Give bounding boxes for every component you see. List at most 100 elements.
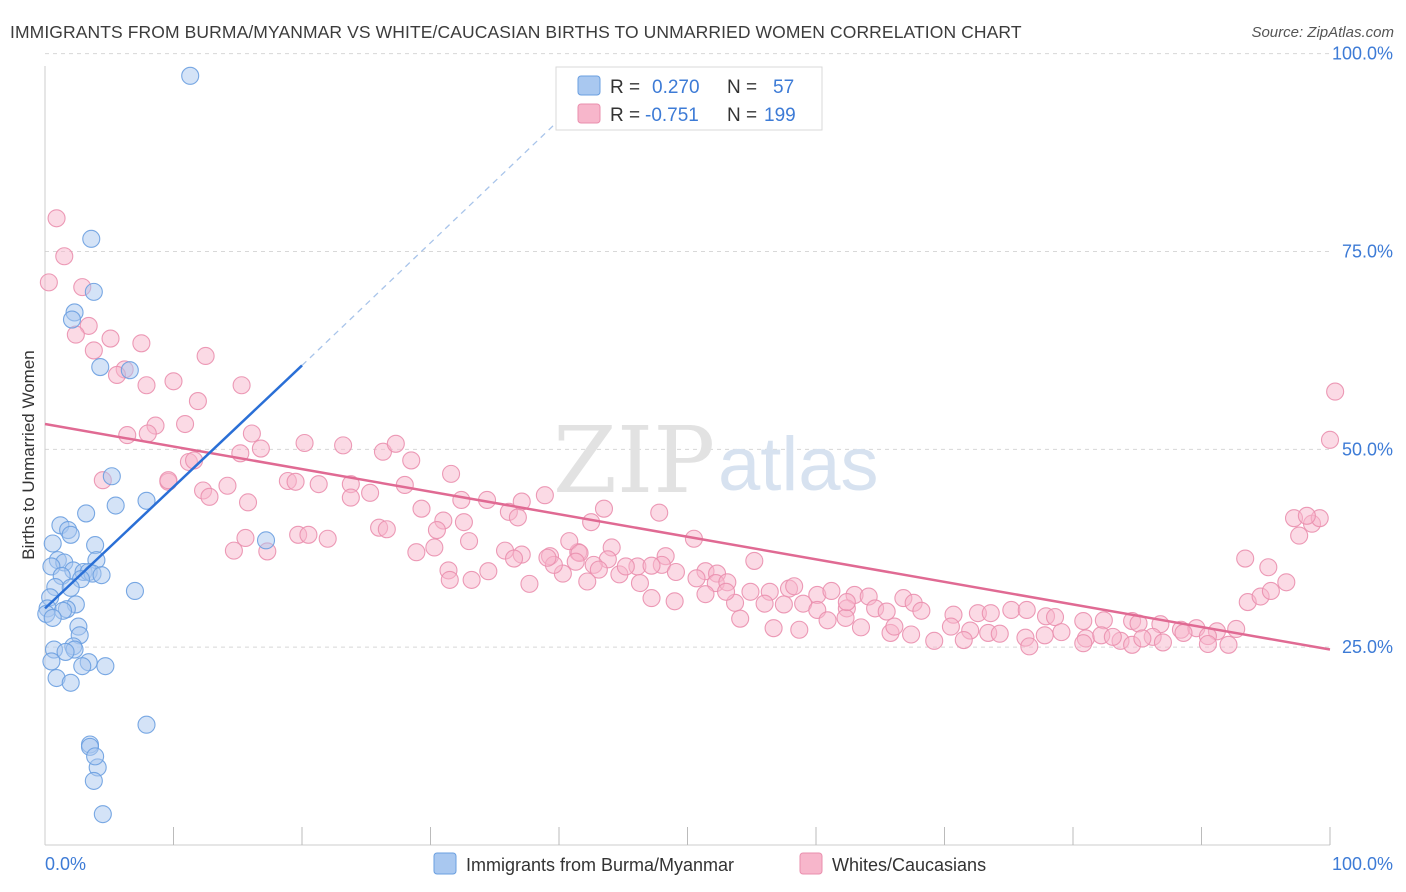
point-burma bbox=[42, 652, 61, 671]
point-white bbox=[224, 541, 243, 560]
bottom-legend-swatch-blue bbox=[433, 852, 457, 875]
point-white bbox=[818, 611, 837, 630]
axes-layer bbox=[44, 66, 1331, 846]
point-burma bbox=[137, 715, 156, 734]
point-white bbox=[425, 538, 444, 557]
y-tick-label: 25.0% bbox=[1342, 637, 1393, 657]
point-white bbox=[218, 476, 237, 495]
point-white bbox=[232, 376, 251, 395]
point-white bbox=[716, 582, 736, 601]
point-white bbox=[741, 582, 760, 601]
point-white bbox=[508, 508, 527, 527]
point-burma bbox=[43, 534, 62, 553]
y-axis-title: Births to Unmarried Women bbox=[19, 350, 38, 559]
point-white bbox=[236, 528, 255, 548]
point-white bbox=[47, 209, 66, 228]
point-white bbox=[954, 630, 973, 650]
watermark-zip: ZIP bbox=[553, 407, 715, 514]
legend-n-label-blue: N = bbox=[727, 77, 757, 98]
point-burma bbox=[73, 657, 92, 676]
point-white bbox=[885, 617, 904, 636]
point-burma bbox=[106, 496, 125, 515]
point-burma bbox=[86, 747, 105, 766]
point-white bbox=[1297, 506, 1316, 525]
point-burma bbox=[137, 491, 156, 510]
point-white bbox=[731, 609, 750, 628]
legend-r-label-blue: R = bbox=[610, 77, 640, 98]
legend-r-label-pink: R = bbox=[610, 105, 640, 126]
point-white bbox=[642, 556, 661, 575]
legend-n-label-pink: N = bbox=[727, 105, 757, 126]
point-white bbox=[200, 487, 219, 506]
point-white bbox=[286, 472, 305, 491]
point-white bbox=[118, 426, 137, 445]
bottom-legend-label-pink: Whites/Caucasians bbox=[832, 855, 986, 875]
point-white bbox=[594, 499, 614, 518]
point-burma bbox=[92, 566, 111, 585]
point-white bbox=[377, 520, 396, 539]
point-white bbox=[318, 529, 337, 548]
legend-n-value-blue: 57 bbox=[773, 77, 794, 98]
point-white bbox=[442, 464, 461, 483]
point-white bbox=[764, 619, 783, 638]
legend-swatch-blue bbox=[577, 75, 601, 96]
point-white bbox=[589, 560, 608, 579]
point-burma bbox=[120, 361, 139, 380]
point-white bbox=[452, 490, 471, 510]
point-white bbox=[386, 434, 405, 453]
point-white bbox=[334, 436, 353, 455]
point-white bbox=[1261, 581, 1280, 601]
y-tick-label: 100.0% bbox=[1332, 44, 1393, 64]
trend-line-burma-extension bbox=[301, 119, 560, 366]
point-white bbox=[650, 503, 669, 522]
point-white bbox=[560, 532, 579, 551]
point-white bbox=[538, 548, 557, 567]
point-white bbox=[1174, 623, 1193, 642]
point-burma bbox=[86, 536, 105, 555]
chart-title: IMMIGRANTS FROM BURMA/MYANMAR VS WHITE/C… bbox=[10, 22, 1022, 42]
point-white bbox=[666, 562, 685, 582]
legend-swatch-pink bbox=[577, 103, 601, 124]
point-white bbox=[309, 475, 328, 494]
point-white bbox=[132, 334, 151, 353]
point-burma bbox=[61, 673, 80, 692]
y-tick-label: 75.0% bbox=[1342, 242, 1393, 262]
point-white bbox=[616, 557, 635, 576]
point-white bbox=[164, 372, 183, 391]
point-white bbox=[774, 595, 793, 614]
point-white bbox=[566, 552, 585, 571]
point-white bbox=[1198, 634, 1217, 654]
point-white bbox=[66, 325, 85, 344]
legend-r-value-blue: 0.270 bbox=[652, 77, 700, 98]
point-white bbox=[188, 392, 207, 411]
points-layer bbox=[37, 66, 1345, 824]
point-white bbox=[1103, 627, 1122, 646]
point-burma bbox=[62, 310, 82, 329]
point-burma bbox=[91, 357, 110, 377]
point-white bbox=[454, 513, 473, 532]
point-white bbox=[990, 624, 1009, 643]
point-burma bbox=[125, 581, 144, 601]
point-white bbox=[877, 602, 896, 621]
point-white bbox=[1074, 612, 1093, 631]
point-white bbox=[822, 581, 841, 601]
point-white bbox=[459, 532, 479, 551]
point-white bbox=[361, 483, 380, 502]
point-burma bbox=[82, 229, 101, 248]
point-white bbox=[836, 608, 855, 627]
point-white bbox=[1052, 623, 1071, 642]
point-white bbox=[1074, 634, 1093, 653]
point-white bbox=[479, 562, 498, 581]
point-white bbox=[1236, 549, 1255, 568]
point-white bbox=[242, 424, 261, 443]
point-white bbox=[412, 499, 431, 518]
point-white bbox=[402, 451, 421, 470]
point-white bbox=[745, 551, 764, 570]
point-white bbox=[341, 488, 360, 507]
point-white bbox=[578, 572, 597, 591]
point-white bbox=[837, 593, 856, 612]
point-white bbox=[1017, 600, 1036, 620]
point-white bbox=[1045, 608, 1065, 627]
point-white bbox=[462, 570, 481, 589]
trend-line-white bbox=[44, 422, 1331, 651]
